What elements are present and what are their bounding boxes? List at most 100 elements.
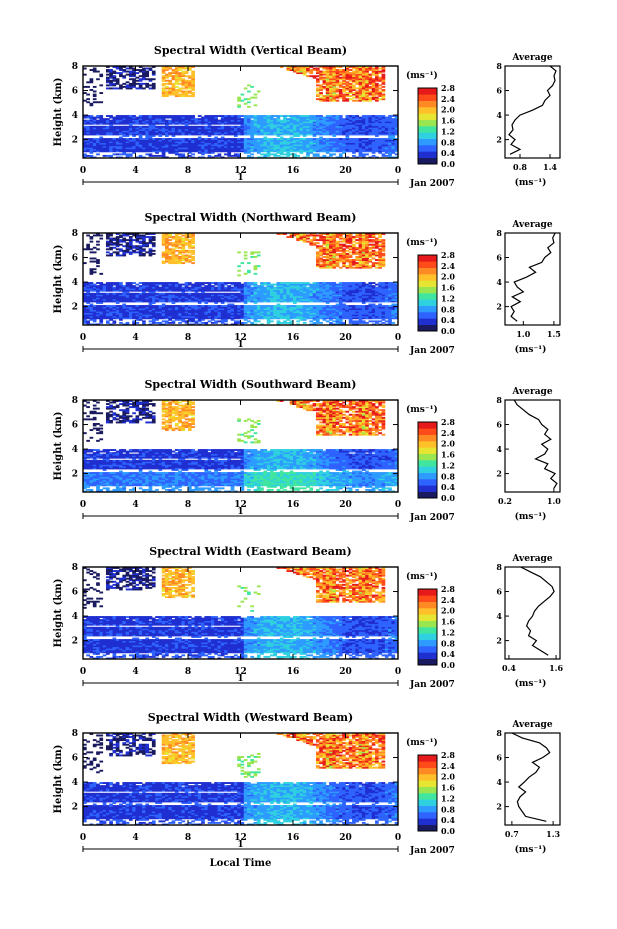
heatmap-cell <box>309 69 314 71</box>
heatmap-cell <box>151 118 156 121</box>
heatmap-cell <box>384 133 389 136</box>
heatmap-cell <box>315 144 320 147</box>
heatmap-cell <box>352 73 356 76</box>
heatmap-cell <box>335 82 340 85</box>
heatmap-cell <box>240 317 245 320</box>
heatmap-cell <box>325 72 330 75</box>
heatmap-cell <box>302 121 307 124</box>
heatmap-cell <box>348 150 353 153</box>
heatmap-cell <box>148 302 153 304</box>
heatmap-cell <box>168 256 172 258</box>
heatmap-cell <box>381 85 386 88</box>
heatmap-cell <box>99 318 104 321</box>
heatmap-cell <box>220 320 225 323</box>
heatmap-cell <box>99 119 104 122</box>
heatmap-cell <box>227 305 232 307</box>
heatmap-cell <box>315 141 320 144</box>
colorbar-tick-label: 2.4 <box>441 94 455 104</box>
heatmap-cell <box>263 124 268 127</box>
heatmap-cell <box>191 242 195 245</box>
heatmap-cell <box>201 128 205 131</box>
heatmap-cell <box>191 320 195 323</box>
heatmap-cell <box>161 298 166 301</box>
heatmap-cell <box>270 148 274 151</box>
heatmap-cell <box>181 240 186 243</box>
heatmap-cell <box>168 297 172 300</box>
heatmap-cell <box>119 150 123 153</box>
heatmap-cell <box>148 285 153 288</box>
heatmap-cell <box>250 124 255 127</box>
heatmap-cell <box>329 154 333 157</box>
heatmap-cell <box>188 315 192 318</box>
heatmap-cell <box>273 118 277 121</box>
heatmap-cell <box>151 150 156 153</box>
heatmap-cell <box>355 121 360 124</box>
heatmap-cell <box>86 93 90 96</box>
heatmap-cell <box>99 309 104 312</box>
heatmap-cell <box>168 306 172 309</box>
heatmap-cell <box>384 121 389 124</box>
heatmap-cell <box>92 311 97 314</box>
heatmap-cell <box>168 142 172 145</box>
heatmap-cell <box>332 139 337 142</box>
heatmap-cell <box>155 116 159 119</box>
heatmap-cell <box>191 76 195 79</box>
heatmap-cell <box>233 300 238 303</box>
heatmap-cell <box>283 130 287 133</box>
heatmap-cell <box>256 288 261 291</box>
heatmap-cell <box>342 145 346 148</box>
heatmap-cell <box>207 288 212 291</box>
heatmap-cell <box>224 116 228 119</box>
heatmap-cell <box>168 294 172 297</box>
heatmap-cell <box>105 233 110 235</box>
heatmap-cell <box>375 90 379 93</box>
colorbar-swatch <box>418 132 437 139</box>
heatmap-cell <box>247 320 251 323</box>
heatmap-cell <box>247 98 251 101</box>
heatmap-cell <box>315 124 320 127</box>
heatmap-cell <box>112 87 117 90</box>
heatmap-cell <box>184 92 189 94</box>
heatmap-cell <box>247 148 251 151</box>
heatmap-cell <box>237 127 241 130</box>
heatmap-cell <box>142 128 146 131</box>
heatmap-cell <box>381 141 386 144</box>
heatmap-cell <box>184 311 189 314</box>
heatmap-cell <box>142 292 146 295</box>
heatmap-cell <box>358 144 363 147</box>
heatmap-cell <box>112 295 117 298</box>
heatmap-cell <box>368 82 373 85</box>
heatmap-cell <box>332 148 337 151</box>
heatmap-cell <box>125 286 130 289</box>
heatmap-cell <box>181 138 186 140</box>
heatmap-cell <box>371 130 376 133</box>
heatmap-cell <box>204 302 209 304</box>
heatmap-cell <box>165 115 169 117</box>
heatmap-cell <box>165 79 169 82</box>
heatmap-cell <box>125 234 130 237</box>
heatmap-cell <box>125 283 130 286</box>
heatmap-cell <box>119 147 123 150</box>
heatmap-cell <box>315 148 320 151</box>
heatmap-cell <box>253 268 258 271</box>
heatmap-cell <box>112 286 117 289</box>
heatmap-cell <box>237 145 241 148</box>
heatmap-cell <box>161 125 166 128</box>
heatmap-cell <box>138 305 143 307</box>
heatmap-cell <box>220 118 225 121</box>
heatmap-cell <box>240 283 245 286</box>
heatmap-cell <box>155 314 159 317</box>
heatmap-cell <box>355 66 360 68</box>
heatmap-cell <box>83 138 87 140</box>
heatmap-cell <box>375 145 379 148</box>
heatmap-cell <box>207 306 212 309</box>
heatmap-cell <box>92 131 97 134</box>
heatmap-cell <box>273 119 277 122</box>
heatmap-cell <box>237 311 241 314</box>
heatmap-cell <box>293 138 297 140</box>
heatmap-cell <box>279 128 284 131</box>
heatmap-cell <box>352 148 356 151</box>
heatmap-cell <box>132 297 136 300</box>
heatmap-cell <box>168 309 172 312</box>
heatmap-cell <box>109 237 113 240</box>
